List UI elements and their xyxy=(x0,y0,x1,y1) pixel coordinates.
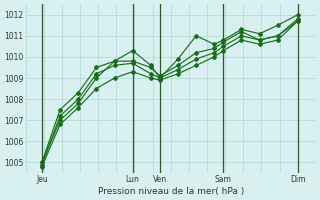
X-axis label: Pression niveau de la mer( hPa ): Pression niveau de la mer( hPa ) xyxy=(98,187,244,196)
